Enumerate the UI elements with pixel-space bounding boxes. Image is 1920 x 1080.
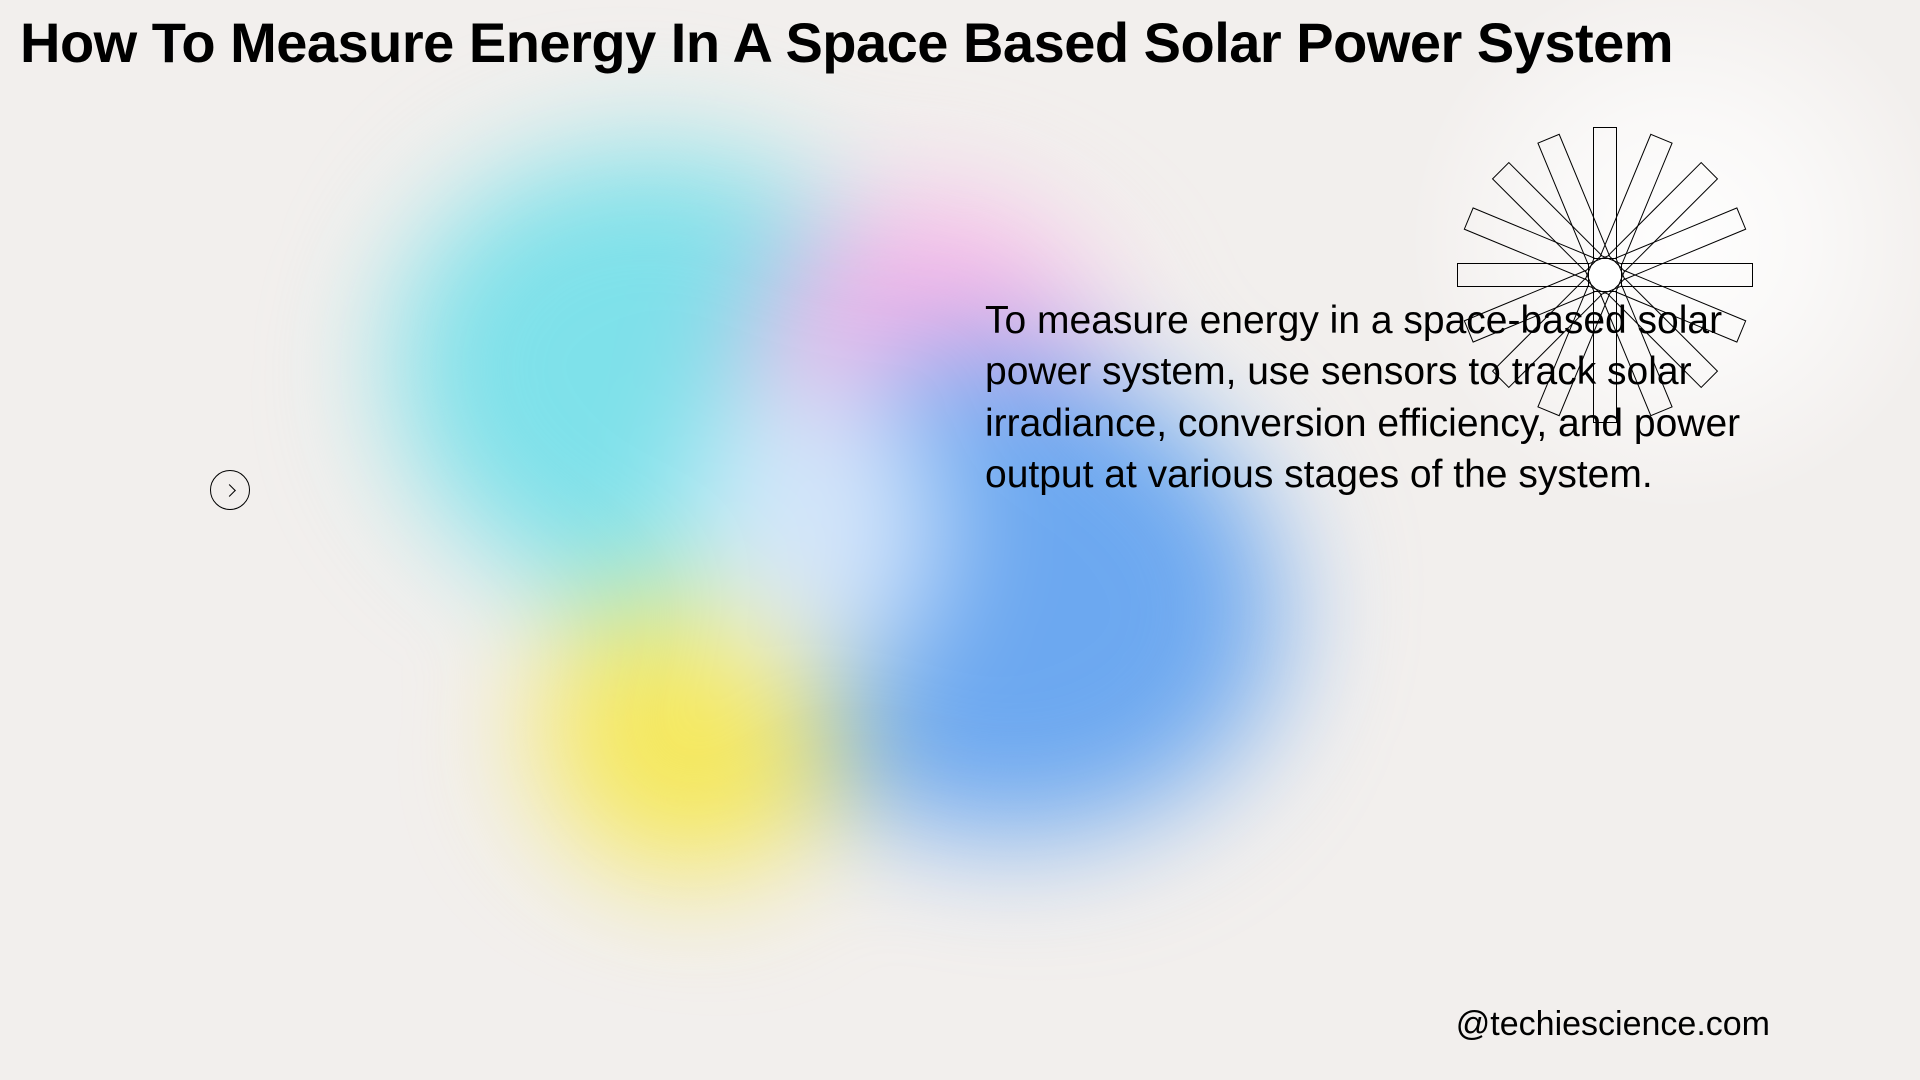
footer-credit: @techiescience.com	[1456, 1005, 1770, 1044]
chevron-right-icon	[223, 484, 236, 497]
next-button[interactable]	[210, 470, 250, 510]
body-text: To measure energy in a space-based solar…	[985, 295, 1805, 501]
page-title: How To Measure Energy In A Space Based S…	[20, 12, 1900, 74]
gradient-blob	[260, 135, 1360, 955]
